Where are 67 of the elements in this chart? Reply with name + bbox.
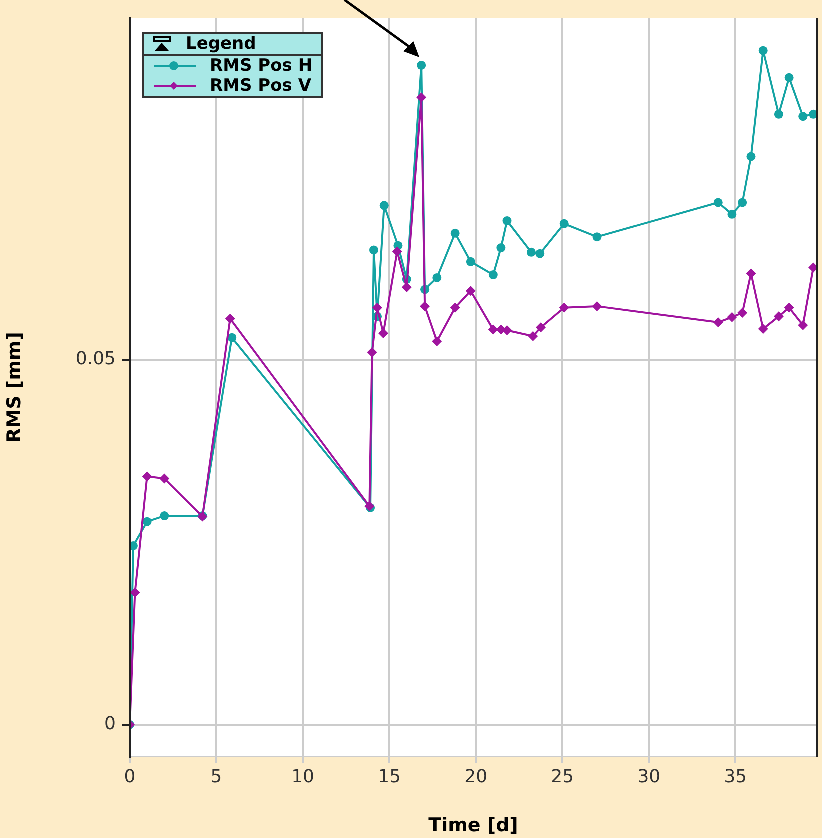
point: [416, 92, 427, 103]
x-tick-label: 30: [638, 766, 661, 788]
legend-label: RMS Pos V: [210, 76, 312, 96]
point: [130, 588, 140, 598]
point: [417, 60, 426, 70]
point: [592, 232, 602, 242]
point: [372, 302, 382, 313]
point: [130, 541, 138, 550]
point: [798, 112, 808, 122]
point: [784, 73, 794, 82]
point: [728, 210, 737, 219]
point: [714, 198, 723, 208]
point: [228, 333, 237, 342]
point: [432, 336, 442, 346]
y-axis-title: RMS [mm]: [3, 332, 26, 443]
point: [432, 273, 442, 282]
point: [774, 110, 784, 119]
x-axis-title: Time [d]: [428, 814, 518, 837]
point: [502, 326, 512, 336]
point: [450, 228, 460, 238]
point: [496, 244, 506, 253]
x-tick-label: 5: [210, 766, 222, 788]
point: [559, 302, 570, 313]
point: [560, 219, 569, 228]
x-tick-label: 20: [464, 766, 488, 788]
point: [466, 286, 476, 296]
x-tick-label: 10: [292, 766, 314, 788]
point: [727, 312, 738, 322]
x-tick-label: 0: [124, 766, 136, 788]
point: [526, 248, 536, 257]
point: [488, 270, 498, 280]
point: [160, 512, 170, 521]
point: [738, 308, 748, 318]
point: [746, 268, 756, 279]
point: [466, 257, 476, 266]
point: [713, 318, 724, 328]
point: [370, 246, 378, 255]
point: [142, 517, 152, 526]
legend-label: RMS Pos H: [210, 56, 313, 76]
point: [798, 320, 808, 330]
point: [225, 314, 236, 324]
point: [809, 110, 817, 119]
point: [502, 216, 512, 226]
point: [528, 331, 538, 342]
point: [367, 347, 378, 358]
point: [392, 246, 402, 257]
point: [592, 301, 602, 312]
point: [536, 322, 546, 333]
point: [402, 282, 412, 292]
x-tick-label: 35: [724, 766, 748, 788]
point: [758, 46, 768, 56]
point: [420, 301, 430, 312]
point: [450, 302, 460, 313]
point: [738, 198, 748, 208]
point: [784, 302, 794, 313]
point: [758, 324, 768, 334]
x-tick-label: 25: [551, 766, 574, 788]
point: [488, 324, 498, 335]
point: [160, 474, 170, 484]
point: [536, 249, 545, 258]
point: [380, 201, 389, 210]
x-tick-label: 15: [378, 766, 402, 788]
point: [774, 312, 784, 322]
point: [142, 472, 152, 482]
legend-title: Legend: [186, 34, 256, 54]
y-tick-label: 0.05: [76, 348, 116, 370]
point: [746, 152, 756, 162]
